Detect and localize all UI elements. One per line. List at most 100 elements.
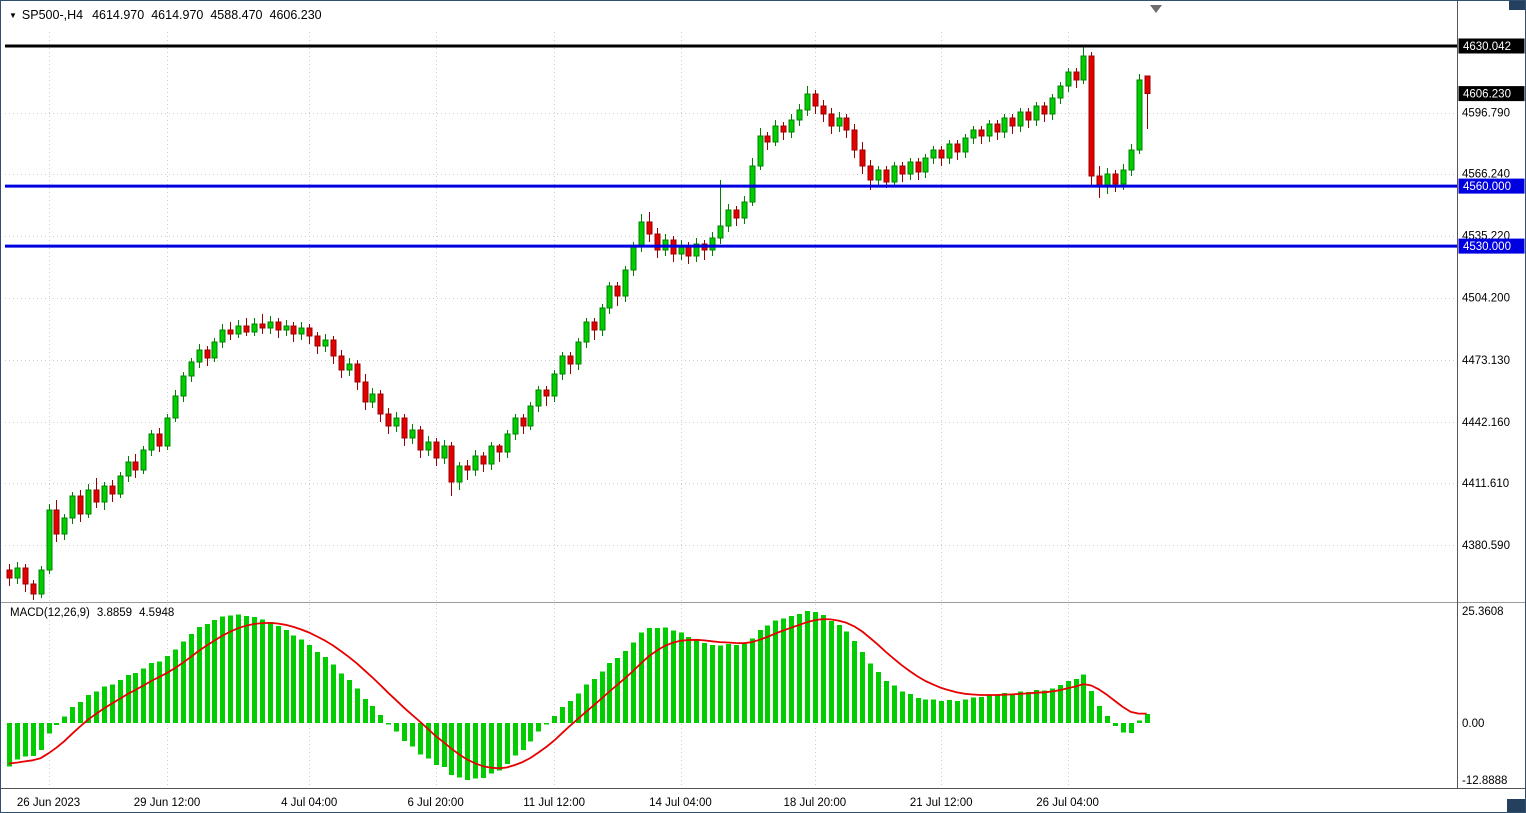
bull-candle	[164, 417, 171, 447]
symbol-dropdown-icon[interactable]: ▼	[9, 10, 17, 20]
macd-bar	[47, 723, 52, 734]
bull-candle	[46, 509, 53, 571]
bear-candle	[6, 569, 13, 579]
bull-candle	[14, 567, 21, 579]
bull-candle	[527, 405, 534, 427]
bull-candle	[393, 417, 400, 427]
macd-bar	[513, 723, 518, 756]
macd-bar	[54, 723, 59, 726]
bull-candle	[235, 325, 242, 335]
bear-candle	[867, 165, 874, 181]
bull-candle	[1049, 97, 1056, 115]
bear-candle	[464, 465, 471, 471]
macd-bar	[86, 694, 91, 723]
macd-bar	[1058, 685, 1063, 723]
macd-bar	[299, 639, 304, 723]
bull-candle	[61, 517, 68, 535]
macd-axis-label: -12.8888	[1462, 775, 1507, 787]
bull-candle	[717, 225, 724, 239]
bull-candle	[488, 445, 495, 465]
bull-candle	[535, 389, 542, 407]
bear-candle	[385, 413, 392, 427]
bull-candle	[749, 165, 756, 203]
bull-candle	[599, 307, 606, 331]
macd-bar	[615, 658, 620, 723]
macd-bar	[884, 680, 889, 723]
macd-bar	[947, 699, 952, 723]
macd-bar	[165, 656, 170, 723]
macd-bar	[568, 701, 573, 723]
macd-bar	[268, 621, 273, 723]
macd-bar	[971, 697, 976, 723]
bear-candle	[820, 105, 827, 115]
macd-bar	[141, 668, 146, 723]
bear-candle	[1025, 111, 1032, 121]
macd-bar	[655, 628, 660, 723]
bear-candle	[567, 355, 574, 365]
bull-candle	[1065, 71, 1072, 87]
price-tag-box	[1458, 38, 1525, 54]
macd-bar	[394, 723, 399, 732]
macd-bar	[916, 698, 921, 723]
price-grid-label: 4596.790	[1462, 108, 1510, 120]
bull-candle	[796, 109, 803, 121]
bear-candle	[77, 495, 84, 515]
bear-candle	[306, 327, 313, 337]
time-axis-label: 6 Jul 20:00	[407, 797, 463, 809]
bear-candle	[520, 417, 527, 427]
bull-candle	[504, 433, 511, 453]
macd-bar	[236, 614, 241, 723]
macd-histogram	[7, 611, 1150, 780]
macd-bar	[742, 644, 747, 723]
macd-bar	[15, 723, 20, 760]
time-axis-label: 11 Jul 12:00	[523, 797, 585, 809]
macd-bar	[702, 642, 707, 723]
macd-bar	[584, 684, 589, 723]
bull-candle	[986, 123, 993, 137]
price-tag-box	[1458, 238, 1525, 254]
bull-candle	[575, 341, 582, 365]
bull-candle	[930, 149, 937, 159]
macd-bar	[173, 649, 178, 723]
bull-candle	[962, 137, 969, 153]
bull-candle	[267, 321, 274, 329]
macd-bar	[639, 632, 644, 723]
macd-bar	[31, 723, 36, 756]
bull-candle	[298, 327, 305, 335]
price-grid-label: 4380.590	[1462, 540, 1510, 552]
macd-bar	[473, 723, 478, 779]
price-grid-label: 4566.240	[1462, 169, 1510, 181]
bull-candle	[409, 429, 416, 439]
time-axis-label: 4 Jul 04:00	[281, 797, 337, 809]
macd-bar	[631, 642, 636, 723]
bear-candle	[377, 393, 384, 415]
macd-bar	[386, 723, 391, 725]
macd-bar	[149, 662, 154, 723]
bull-candle	[606, 285, 613, 309]
macd-bar	[1018, 691, 1023, 723]
bear-candle	[109, 485, 116, 495]
macd-bar	[1129, 723, 1134, 734]
macd-bar	[505, 723, 510, 765]
macd-bar	[481, 723, 486, 778]
bull-candle	[283, 325, 290, 331]
time-axis-label: 14 Jul 04:00	[649, 797, 712, 809]
macd-bar	[426, 723, 431, 759]
chart-shift-marker-icon[interactable]	[1150, 5, 1162, 13]
bear-candle	[780, 125, 787, 133]
macd-bar	[844, 631, 849, 723]
bull-candle	[85, 489, 92, 515]
macd-bar	[750, 638, 755, 723]
macd-bar	[679, 632, 684, 723]
bull-candle	[322, 339, 329, 347]
macd-bar	[805, 611, 810, 723]
bull-candle	[875, 169, 882, 181]
macd-bar	[457, 723, 462, 778]
bear-candle	[227, 329, 234, 335]
macd-bar	[521, 723, 526, 751]
macd-bar	[70, 706, 75, 723]
macd-bar	[339, 673, 344, 723]
ohlc-low-value: 4588.470	[210, 8, 263, 22]
macd-bar	[315, 652, 320, 723]
